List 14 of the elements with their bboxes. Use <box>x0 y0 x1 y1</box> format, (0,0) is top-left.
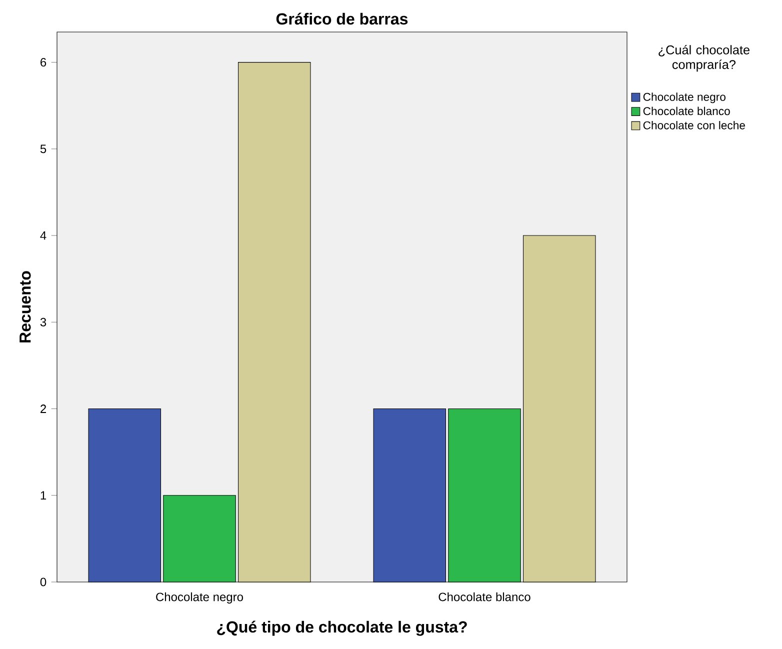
y-tick-label: 2 <box>40 404 46 413</box>
y-tick-label: 3 <box>40 318 46 326</box>
y-tick-label: 4 <box>40 231 46 240</box>
y-tick-label: 5 <box>40 144 46 154</box>
y-tick-label: 1 <box>40 491 46 500</box>
chart-title: Gráfico de barras <box>276 12 408 25</box>
y-tick-label: 0 <box>40 578 46 586</box>
legend-label: Chocolate negro <box>643 92 726 104</box>
legend-label: Chocolate blanco <box>643 106 730 116</box>
legend-label: Chocolate con leche <box>643 121 745 130</box>
y-axis-title: Recuento <box>20 271 31 342</box>
y-tick-label: 6 <box>40 58 46 67</box>
legend-title: ¿Cuál chocolate compraría? <box>658 44 750 72</box>
x-axis-title: ¿Qué tipo de chocolate le gusta? <box>217 620 467 636</box>
